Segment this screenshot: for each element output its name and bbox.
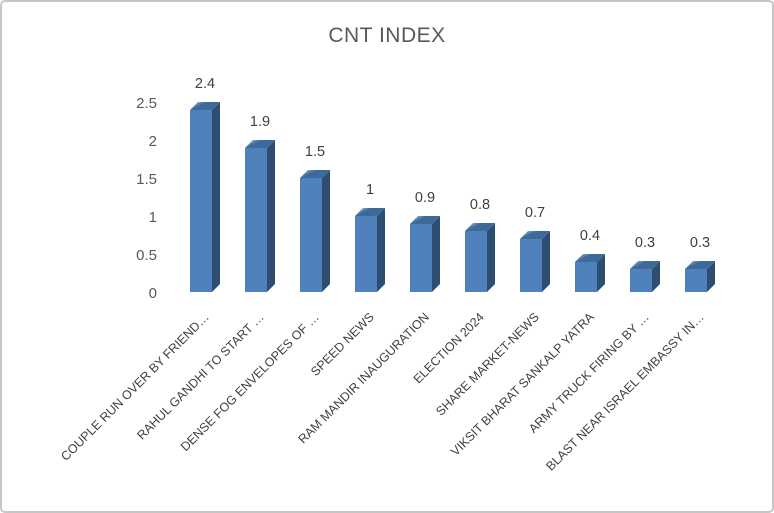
y-axis-tick-label: 0.5 (136, 247, 157, 264)
bar-value-label: 0.3 (689, 235, 711, 251)
bar-value-label: 0.7 (524, 205, 546, 221)
bar-value-label: 0.9 (414, 190, 436, 206)
y-axis-tick-label: 0 (148, 285, 157, 302)
bar-value-label: 0.8 (469, 197, 491, 213)
y-axis-tick-label: 1.5 (136, 171, 157, 188)
bar-value-label: 1.5 (304, 144, 326, 160)
bar (410, 224, 432, 292)
bar-side-face (432, 216, 440, 292)
bar (575, 262, 597, 292)
bar (520, 239, 542, 292)
bar (630, 269, 652, 292)
bar (355, 216, 377, 292)
bar-side-face (542, 231, 550, 292)
bar-value-label: 0.3 (634, 235, 656, 251)
bar-value-label: 2.4 (194, 76, 216, 92)
bar-side-face (487, 223, 495, 292)
y-axis-tick-label: 2 (148, 133, 157, 150)
bar-value-label: 1 (365, 182, 375, 198)
bar (245, 148, 267, 292)
bar-side-face (267, 140, 275, 292)
bar (685, 269, 707, 292)
bar (465, 231, 487, 292)
x-category-label: COUPLE RUN OVER BY FRIEND… (58, 310, 212, 464)
bar (190, 110, 212, 292)
bar-side-face (322, 170, 330, 292)
bar-value-label: 1.9 (249, 114, 271, 130)
bar (300, 178, 322, 292)
bar-side-face (377, 208, 385, 292)
y-axis-tick-label: 1 (148, 209, 157, 226)
bar-side-face (212, 102, 220, 292)
chart-title: CNT INDEX (328, 24, 446, 47)
bar-value-label: 0.4 (579, 228, 601, 244)
y-axis-tick-label: 2.5 (136, 95, 157, 112)
